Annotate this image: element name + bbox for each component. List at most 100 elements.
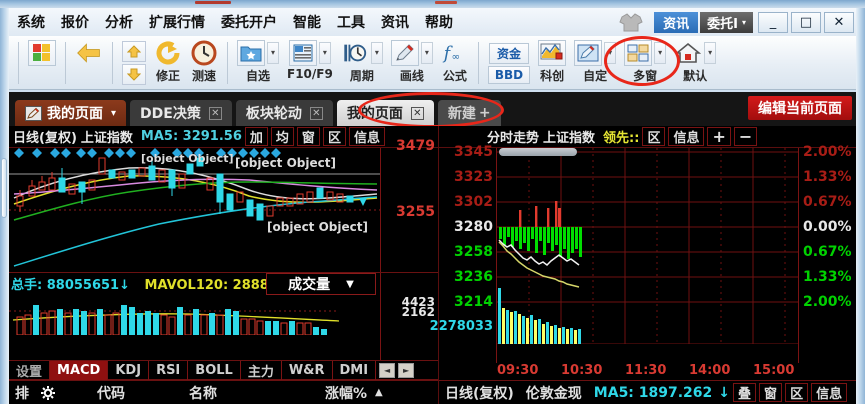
indicator-tab-boll[interactable]: BOLL bbox=[188, 360, 241, 380]
draw-line-dropdown-icon[interactable]: ▾ bbox=[420, 41, 433, 64]
formula-button[interactable]: f ∞ 公式 bbox=[437, 38, 473, 88]
indicator-settings-button[interactable]: 设置 bbox=[9, 360, 51, 380]
menu-item-extended[interactable]: 扩展行情 bbox=[149, 15, 205, 31]
intraday-btn-zoom-in[interactable]: + bbox=[707, 127, 731, 146]
entrust-button[interactable]: 委托I ▾ bbox=[700, 11, 753, 33]
menu-item-news[interactable]: 资讯 bbox=[381, 15, 409, 31]
status-btn-window[interactable]: 窗 bbox=[759, 383, 783, 402]
chevron-down-icon[interactable]: ▾ bbox=[111, 107, 117, 119]
period-dropdown-icon[interactable]: ▾ bbox=[370, 41, 383, 64]
custom-button[interactable]: ▾ 自定 bbox=[570, 38, 620, 88]
indicator-tab-kdj[interactable]: KDJ bbox=[108, 360, 150, 380]
status-btn-overlay[interactable]: 叠 bbox=[733, 383, 757, 402]
kline-svg bbox=[9, 148, 380, 267]
close-icon[interactable]: ✕ bbox=[410, 106, 424, 120]
default-dropdown-icon[interactable]: ▾ bbox=[704, 41, 717, 64]
gear-icon[interactable] bbox=[35, 385, 55, 400]
multi-window-button[interactable]: ▾ 多窗 bbox=[620, 38, 670, 88]
tab-my-page-home[interactable]: 我的页面 ▾ bbox=[15, 100, 127, 126]
status-instrument-label: 伦敦金现 bbox=[525, 385, 582, 402]
f10f9-dropdown-icon[interactable]: ▾ bbox=[318, 41, 331, 64]
menu-item-system[interactable]: 系统 bbox=[17, 15, 45, 31]
multi-window-dropdown-icon[interactable]: ▾ bbox=[654, 41, 667, 64]
tab-new-page[interactable]: 新建 + bbox=[437, 100, 501, 126]
revise-icon bbox=[154, 40, 182, 66]
vertical-scrollbar-thumb[interactable] bbox=[1, 158, 7, 218]
menu-item-analysis[interactable]: 分析 bbox=[105, 15, 133, 31]
kline-volume-plot[interactable]: 总手: 88055651↓ MAVOL120: 288855 成交量 ▼ bbox=[9, 272, 438, 366]
kline-btn-window[interactable]: 窗 bbox=[296, 127, 320, 146]
maximize-button[interactable]: □ bbox=[791, 11, 821, 33]
window-right-border bbox=[856, 8, 865, 404]
favorites-dropdown-icon[interactable]: ▾ bbox=[267, 41, 279, 64]
news-button[interactable]: 资讯 bbox=[654, 11, 699, 33]
status-btn-info[interactable]: 信息 bbox=[811, 383, 848, 402]
table-col-change[interactable]: 涨幅% bbox=[325, 385, 368, 402]
indicator-tab-wr[interactable]: W&R bbox=[282, 360, 333, 380]
intraday-pane: 分时走势 上证指数 领先:: 区 信息 + − 3345 3323 3302 3… bbox=[430, 126, 856, 404]
kline-btn-avg[interactable]: 均 bbox=[270, 127, 294, 146]
table-col-rank[interactable]: 排 bbox=[15, 385, 29, 402]
kline-axis-label-high: 3479 bbox=[396, 138, 435, 154]
indicator-next-button[interactable]: ► bbox=[398, 362, 415, 378]
indicator-tab-dmi[interactable]: DMI bbox=[333, 360, 377, 380]
menu-item-help[interactable]: 帮助 bbox=[425, 15, 453, 31]
custom-dropdown-icon[interactable]: ▾ bbox=[604, 41, 617, 64]
down-arrow-icon[interactable] bbox=[122, 63, 146, 85]
menu-item-account[interactable]: 委托开户 bbox=[221, 15, 277, 31]
intraday-pct-p133: 1.33% bbox=[803, 169, 852, 185]
menu-item-quotes[interactable]: 报价 bbox=[61, 15, 89, 31]
close-button[interactable]: ✕ bbox=[824, 11, 854, 33]
kline-price-plot[interactable]: [object Object] [object Object] [object … bbox=[9, 138, 438, 272]
funds-button[interactable]: 资金 bbox=[488, 43, 529, 64]
f10f9-icon-wrap: ▾ bbox=[288, 39, 331, 66]
period-button[interactable]: ▾ 周期 bbox=[337, 38, 387, 88]
intraday-btn-zoom-out[interactable]: − bbox=[733, 127, 758, 146]
scroll-arrows-button[interactable] bbox=[118, 38, 150, 88]
kline-btn-area[interactable]: 区 bbox=[322, 127, 346, 146]
custom-icon-wrap: ▾ bbox=[574, 39, 617, 66]
tab-my-page[interactable]: 我的页面 ✕ bbox=[336, 100, 434, 126]
close-icon[interactable]: ✕ bbox=[309, 106, 323, 120]
volume-indicator-dropdown[interactable]: 成交量 ▼ bbox=[266, 273, 376, 295]
star-market-button[interactable]: 科创 bbox=[534, 38, 570, 88]
back-button[interactable] bbox=[71, 38, 107, 88]
revise-button[interactable]: 修正 bbox=[150, 38, 186, 88]
indicator-tab-macd[interactable]: MACD bbox=[50, 360, 109, 380]
speed-test-label: 测速 bbox=[191, 68, 216, 83]
tab-sector-rotation[interactable]: 板块轮动 ✕ bbox=[235, 100, 333, 126]
kline-btn-add[interactable]: 加 bbox=[244, 127, 268, 146]
f10f9-button[interactable]: ▾ F10/F9 bbox=[283, 38, 337, 88]
kline-annotation-high: [object Object] bbox=[141, 152, 234, 165]
menu-item-tools[interactable]: 工具 bbox=[337, 15, 365, 31]
bbd-button[interactable]: BBD bbox=[487, 66, 531, 84]
draw-line-button[interactable]: ▾ 画线 bbox=[387, 38, 437, 88]
intraday-axis-3214: 3214 bbox=[454, 294, 493, 310]
close-icon[interactable]: ✕ bbox=[208, 106, 222, 120]
table-sort-arrow-icon[interactable]: ▲ bbox=[375, 387, 383, 398]
speed-test-button[interactable]: 测速 bbox=[186, 38, 222, 88]
indicator-tab-rsi[interactable]: RSI bbox=[149, 360, 189, 380]
indicator-prev-button[interactable]: ◄ bbox=[379, 362, 396, 378]
intraday-btn-area[interactable]: 区 bbox=[642, 127, 666, 146]
favorites-button[interactable]: ▾ 自选 bbox=[233, 38, 283, 88]
intraday-instrument: 上证指数 bbox=[543, 131, 596, 146]
table-col-name[interactable]: 名称 bbox=[189, 385, 217, 402]
edit-current-page-button[interactable]: 编辑当前页面 bbox=[748, 96, 852, 120]
intraday-title: 分时走势 bbox=[487, 131, 540, 146]
indicator-tab-main[interactable]: 主力 bbox=[241, 360, 282, 380]
intraday-plot[interactable]: 3345 3323 3302 3280 3258 3236 3214 22780… bbox=[430, 144, 856, 363]
minimize-button[interactable]: _ bbox=[758, 11, 788, 33]
table-col-code[interactable]: 代码 bbox=[97, 385, 125, 402]
menu-item-smart[interactable]: 智能 bbox=[293, 15, 321, 31]
shirt-icon[interactable] bbox=[618, 12, 644, 32]
tab-dde-decision[interactable]: DDE决策 ✕ bbox=[130, 100, 232, 126]
intraday-top-handle[interactable] bbox=[499, 148, 577, 156]
windows-grid-button[interactable] bbox=[24, 38, 60, 88]
funds-bbd-button[interactable]: 资金 BBD bbox=[484, 38, 534, 88]
kline-btn-info[interactable]: 信息 bbox=[348, 127, 385, 146]
intraday-btn-info[interactable]: 信息 bbox=[668, 127, 705, 146]
default-button[interactable]: ▾ 默认 bbox=[670, 38, 720, 88]
up-arrow-icon[interactable] bbox=[122, 40, 146, 62]
status-btn-area[interactable]: 区 bbox=[785, 383, 809, 402]
